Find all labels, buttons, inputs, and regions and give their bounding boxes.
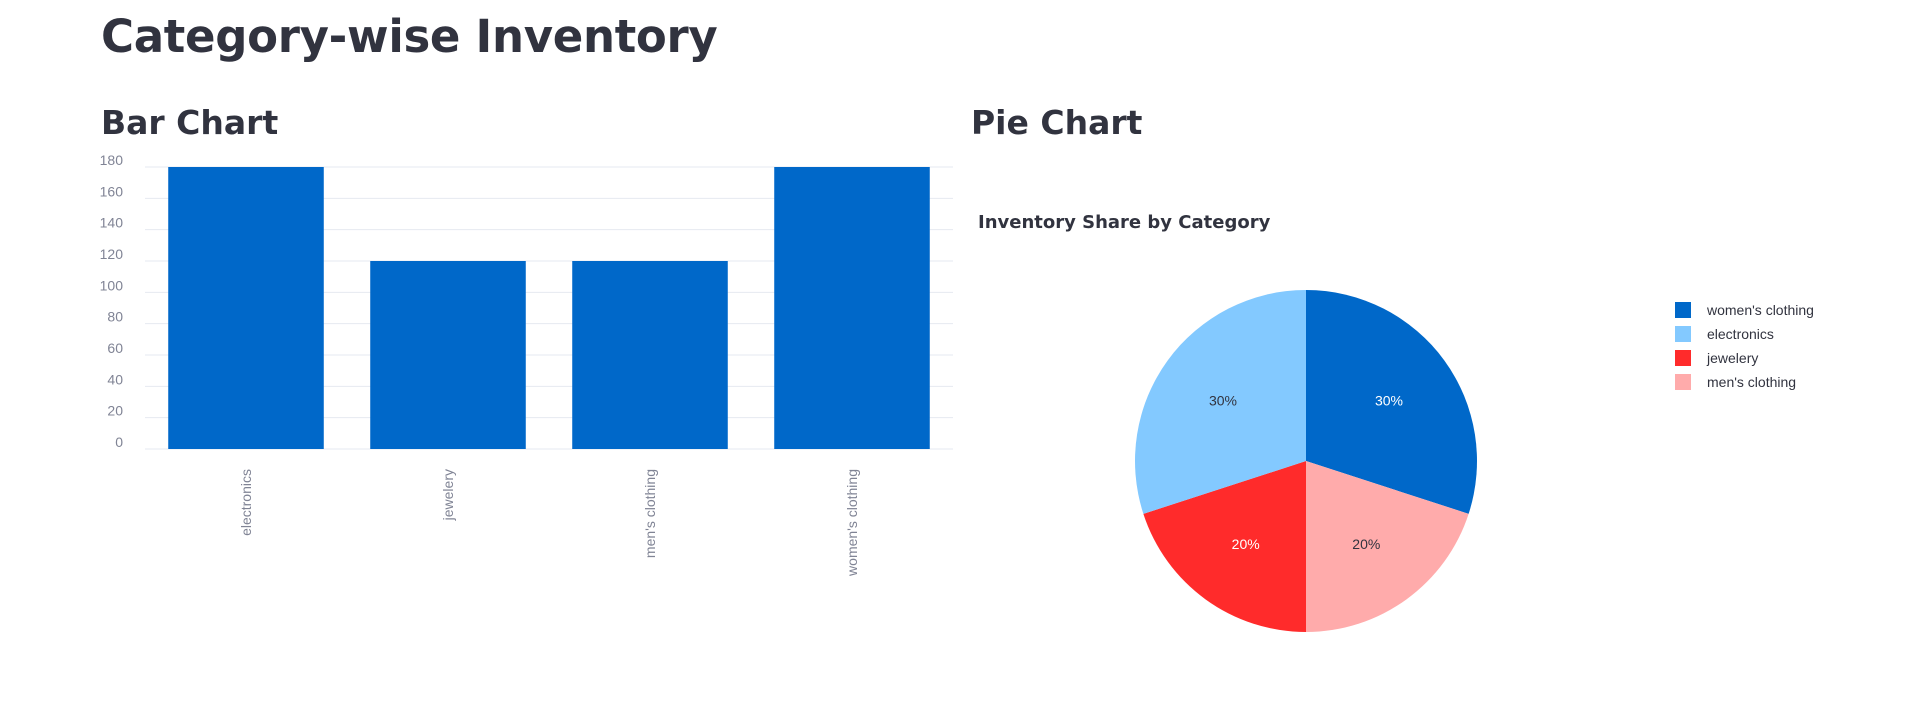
legend-item[interactable]: men's clothing <box>1707 374 1796 390</box>
pie-slice[interactable] <box>1306 290 1477 514</box>
y-tick-label: 0 <box>115 434 123 450</box>
pie-chart[interactable]: Inventory Share by Category 30% 20% 20% 30% w… <box>960 0 1920 709</box>
x-tick-label: women's clothing <box>844 469 860 577</box>
legend-swatch <box>1675 350 1691 366</box>
bar[interactable] <box>370 261 526 449</box>
y-tick-label: 100 <box>100 277 124 293</box>
y-tick-label: 160 <box>100 183 124 199</box>
y-tick-label: 60 <box>107 340 123 356</box>
bar[interactable] <box>572 261 728 449</box>
x-tick-label: jewelery <box>440 469 456 521</box>
y-tick-label: 180 <box>100 152 124 168</box>
pie-slice-label: 30% <box>1375 393 1403 409</box>
legend-item[interactable]: jewelery <box>1706 350 1758 366</box>
pie-slice-label: 20% <box>1352 536 1380 552</box>
legend-swatch <box>1675 302 1691 318</box>
bar[interactable] <box>774 167 930 449</box>
y-tick-label: 80 <box>107 309 123 325</box>
pie-slice[interactable] <box>1306 461 1469 632</box>
y-tick-label: 120 <box>100 246 124 262</box>
legend-swatch <box>1675 374 1691 390</box>
legend-item[interactable]: electronics <box>1707 326 1774 342</box>
y-tick-label: 140 <box>100 215 124 231</box>
x-tick-label: electronics <box>238 469 254 536</box>
y-tick-label: 40 <box>107 371 123 387</box>
legend-swatch <box>1675 326 1691 342</box>
pie-chart-title: Inventory Share by Category <box>978 212 1271 233</box>
bar[interactable] <box>168 167 324 449</box>
pie-slice[interactable] <box>1143 461 1306 632</box>
pie-chart-heading: Pie Chart <box>971 103 1143 142</box>
legend-item[interactable]: women's clothing <box>1706 302 1814 318</box>
bar-chart-heading: Bar Chart <box>101 103 279 142</box>
page-title: Category-wise Inventory <box>101 10 718 63</box>
x-tick-label: men's clothing <box>642 469 658 558</box>
pie-slice-label: 30% <box>1209 393 1237 409</box>
bar-chart[interactable]: 0 20 40 60 80 100 120 140 160 180 electronics jewel… <box>0 0 960 709</box>
pie-slice[interactable] <box>1135 290 1306 514</box>
pie-slice-label: 20% <box>1232 536 1260 552</box>
y-tick-label: 20 <box>107 403 123 419</box>
